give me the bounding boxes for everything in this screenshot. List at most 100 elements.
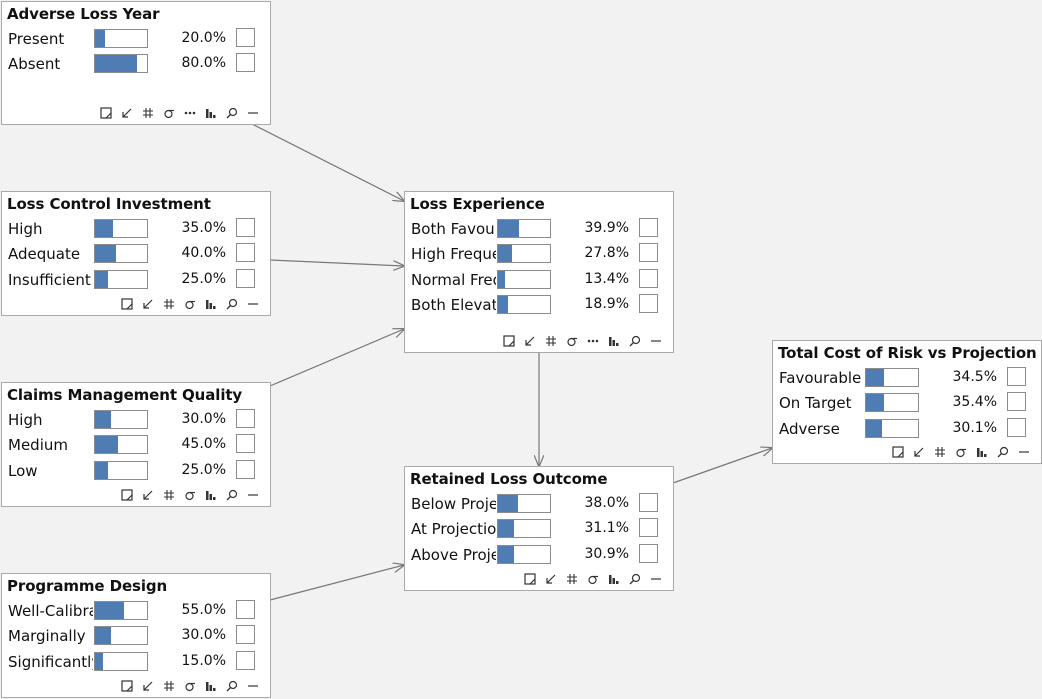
resize-icon[interactable] [120,679,134,693]
bar-chart-icon[interactable] [204,297,218,311]
probability-bar [497,494,551,513]
minimize-icon[interactable] [246,488,260,502]
evidence-checkbox[interactable] [236,268,255,288]
node-retained-loss-outcome[interactable]: Retained Loss Outcome Below Projection 38… [404,466,674,591]
evidence-checkbox[interactable] [1007,367,1026,386]
resize-icon[interactable] [502,334,516,348]
evidence-checkbox[interactable] [1007,392,1026,412]
evidence-checkbox[interactable] [639,243,658,263]
hash-icon[interactable] [544,334,558,348]
evidence-checkbox[interactable] [236,650,255,670]
resize-icon[interactable] [891,445,905,459]
evidence-checkbox[interactable] [236,218,255,237]
node-claims-management-quality[interactable]: Claims Management Quality High 30.0% Mediu… [1,382,271,507]
resize-icon[interactable] [120,297,134,311]
sigma-icon[interactable] [183,679,197,693]
evidence-checkbox[interactable] [639,293,658,313]
state-row: Above Projection 30.9% [405,543,673,566]
evidence-checkbox[interactable] [639,493,658,512]
probability-bar-fill [498,245,513,263]
bar-chart-icon[interactable] [975,445,989,459]
resize-icon[interactable] [99,106,113,120]
more-icon[interactable] [183,106,197,120]
state-row: Below Projection 38.0% [405,493,673,515]
probability-bar-fill [95,55,137,73]
bar-chart-icon[interactable] [607,572,621,586]
state-label: High Frequency [411,245,496,264]
more-icon[interactable] [586,334,600,348]
node-loss-control-investment[interactable]: Loss Control Investment High 35.0% Adequat… [1,191,271,316]
hash-icon[interactable] [162,488,176,502]
sigma-icon[interactable] [954,445,968,459]
evidence-checkbox[interactable] [639,218,658,237]
node-title: Loss Control Investment [7,195,211,213]
hash-icon[interactable] [162,679,176,693]
evidence-checkbox[interactable] [1007,417,1026,437]
search-icon[interactable] [225,488,239,502]
search-icon[interactable] [996,445,1010,459]
sigma-icon[interactable] [183,488,197,502]
bar-chart-icon[interactable] [204,679,218,693]
probability-value: 55.0% [181,602,226,618]
search-icon[interactable] [225,679,239,693]
evidence-checkbox[interactable] [236,53,255,73]
arrow-icon[interactable] [141,679,155,693]
evidence-checkbox[interactable] [236,434,255,454]
arrow-icon[interactable] [912,445,926,459]
node-loss-experience[interactable]: Loss Experience Both Favourable 39.9% High… [404,191,674,353]
hash-icon[interactable] [162,297,176,311]
node-total-cost-of-risk[interactable]: Total Cost of Risk vs Projection Favoura… [772,340,1042,464]
minimize-icon[interactable] [649,334,663,348]
node-adverse-loss-year[interactable]: Adverse Loss Year Present 20.0% Absent 80.0… [1,1,271,125]
probability-bar [94,601,148,620]
sigma-icon[interactable] [586,572,600,586]
resize-icon[interactable] [120,488,134,502]
probability-value: 25.0% [181,270,226,287]
search-icon[interactable] [225,297,239,311]
probability-bar-fill [498,295,508,313]
probability-bar-fill [498,220,519,237]
sigma-icon[interactable] [565,334,579,348]
node-toolbar [120,297,260,311]
node-title: Retained Loss Outcome [410,470,608,488]
minimize-icon[interactable] [649,572,663,586]
state-row: Present 20.0% [2,28,270,50]
bar-chart-icon[interactable] [607,334,621,348]
probability-bar-fill [95,627,111,645]
search-icon[interactable] [628,572,642,586]
evidence-checkbox[interactable] [236,409,255,428]
arrow-icon[interactable] [120,106,134,120]
node-programme-design[interactable]: Programme Design Well-Calibrated 55.0% Mar… [1,573,271,698]
hash-icon[interactable] [141,106,155,120]
evidence-checkbox[interactable] [236,459,255,479]
arrow-icon[interactable] [141,488,155,502]
arrow-icon[interactable] [544,572,558,586]
search-icon[interactable] [628,334,642,348]
probability-bar-fill [498,520,515,538]
evidence-checkbox[interactable] [639,268,658,288]
bar-chart-icon[interactable] [204,106,218,120]
minimize-icon[interactable] [246,297,260,311]
state-label: Below Projection [411,495,496,513]
minimize-icon[interactable] [246,106,260,120]
minimize-icon[interactable] [246,679,260,693]
node-toolbar [891,445,1031,459]
state-row: Medium 45.0% [2,434,270,456]
evidence-checkbox[interactable] [236,28,255,47]
sigma-icon[interactable] [183,297,197,311]
evidence-checkbox[interactable] [639,543,658,563]
evidence-checkbox[interactable] [236,600,255,619]
evidence-checkbox[interactable] [639,518,658,538]
hash-icon[interactable] [933,445,947,459]
arrow-icon[interactable] [523,334,537,348]
arrow-icon[interactable] [141,297,155,311]
search-icon[interactable] [225,106,239,120]
probability-bar-fill [498,545,515,563]
minimize-icon[interactable] [1017,445,1031,459]
evidence-checkbox[interactable] [236,625,255,645]
sigma-icon[interactable] [162,106,176,120]
hash-icon[interactable] [565,572,579,586]
bar-chart-icon[interactable] [204,488,218,502]
evidence-checkbox[interactable] [236,243,255,263]
resize-icon[interactable] [523,572,537,586]
